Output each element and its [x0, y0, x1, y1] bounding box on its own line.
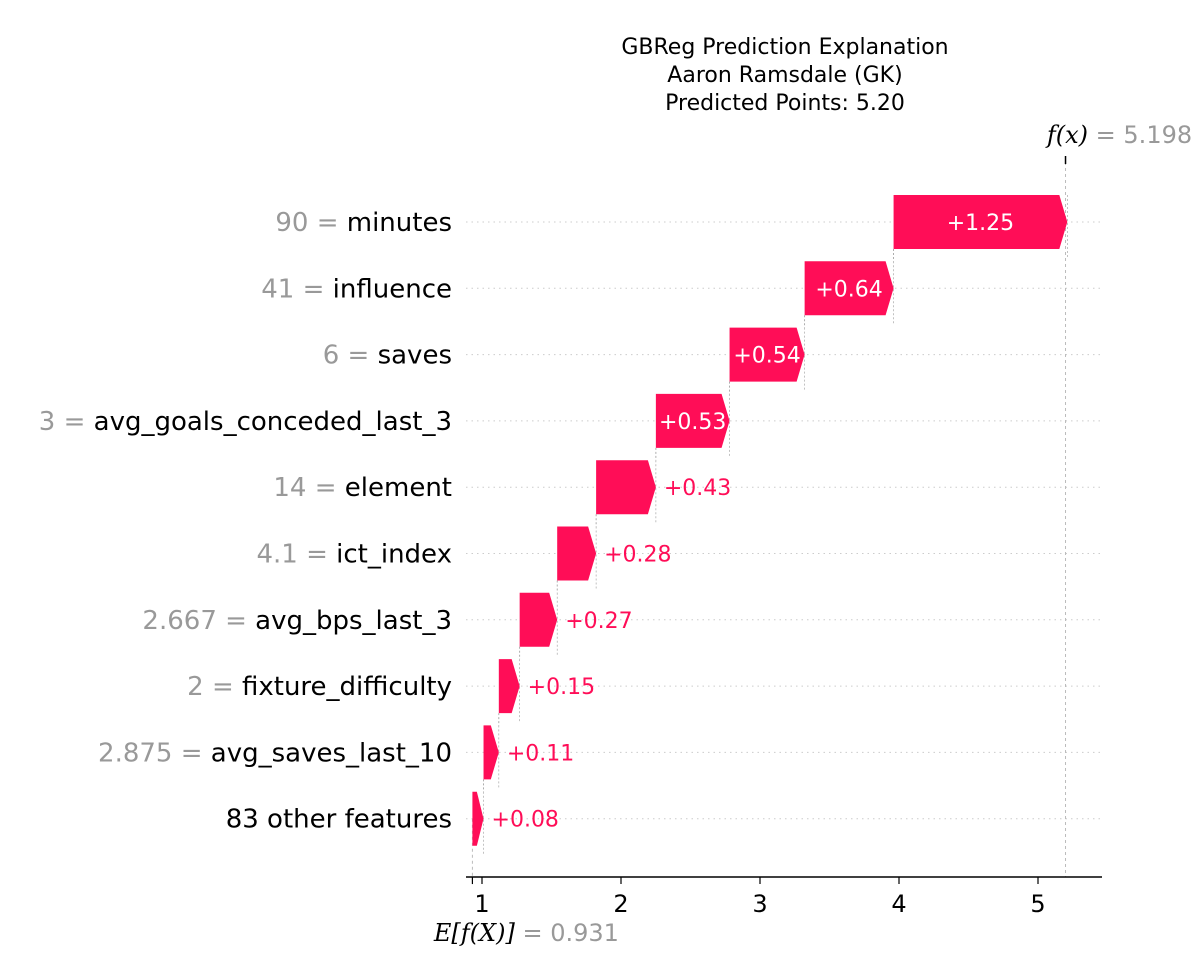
- bar-10: [472, 791, 484, 846]
- title-line-1: GBReg Prediction Explanation: [621, 35, 948, 60]
- feature-value: 2 =: [187, 672, 242, 702]
- efx-value: = 0.931: [515, 919, 619, 947]
- bar-label-9: +0.11: [507, 741, 574, 766]
- bar-8: [498, 659, 520, 714]
- feature-label-8: 2 = fixture_difficulty: [187, 672, 452, 702]
- feature-value: 6 =: [323, 341, 378, 371]
- title-line-2: Aaron Ramsdale (GK): [667, 63, 902, 88]
- fx-annotation: f(x) = 5.198: [1045, 121, 1192, 149]
- bar-label-7: +0.27: [565, 609, 632, 634]
- fx-value: = 5.198: [1088, 121, 1192, 149]
- feature-name: avg_goals_conceded_last_3: [94, 407, 452, 437]
- chart-title: GBReg Prediction Explanation Aaron Ramsd…: [621, 35, 948, 116]
- x-tick-label: 2: [613, 890, 628, 918]
- feature-label-10: 83 other features: [226, 805, 452, 835]
- feature-name: avg_bps_last_3: [255, 606, 452, 636]
- bar-6: [557, 526, 597, 581]
- feature-label-9: 2.875 = avg_saves_last_10: [98, 738, 452, 768]
- bar-label-6: +0.28: [604, 543, 671, 568]
- x-tick-label: 5: [1030, 890, 1045, 918]
- feature-label-5: 14 = element: [273, 473, 452, 503]
- feature-label-1: 90 = minutes: [275, 208, 452, 238]
- reference-lines: [471, 156, 1068, 885]
- bar-7: [519, 592, 558, 647]
- feature-name: minutes: [347, 208, 452, 238]
- feature-label-3: 6 = saves: [323, 341, 452, 371]
- feature-name: ict_index: [336, 540, 452, 570]
- efx-label: E[f(X)]: [433, 919, 516, 947]
- title-line-3: Predicted Points: 5.20: [665, 91, 905, 116]
- bar-label-10: +0.08: [492, 808, 559, 833]
- feature-name: element: [345, 473, 452, 503]
- feature-value: 2.875 =: [98, 738, 211, 768]
- feature-label-6: 4.1 = ict_index: [256, 540, 452, 570]
- feature-name: 83 other features: [226, 805, 452, 835]
- feature-value: 2.667 =: [142, 606, 255, 636]
- annotations: f(x) = 5.198 E[f(X)] = 0.931: [433, 121, 1192, 947]
- bar-3: [729, 327, 805, 382]
- bar-label-2: +0.64: [815, 277, 882, 302]
- feature-value: 14 =: [273, 473, 344, 503]
- x-tick-label: 1: [474, 890, 489, 918]
- feature-label-7: 2.667 = avg_bps_last_3: [142, 606, 452, 636]
- bar-9: [483, 725, 499, 780]
- x-tick-label: 3: [752, 890, 767, 918]
- x-axis: 1 2 3 4 5: [466, 876, 1102, 918]
- feature-value: 90 =: [275, 208, 346, 238]
- fx-label: f(x): [1045, 121, 1088, 149]
- feature-label-2: 41 = influence: [261, 274, 452, 304]
- feature-name: fixture_difficulty: [242, 672, 452, 702]
- feature-name: avg_saves_last_10: [211, 738, 452, 768]
- feature-name: influence: [333, 274, 452, 304]
- bar-label-5: +0.43: [664, 476, 731, 501]
- bar-label-3: +0.54: [733, 344, 800, 369]
- bar-5: [596, 460, 656, 515]
- bar-1: [893, 195, 1068, 249]
- bar-label-8: +0.15: [528, 675, 595, 700]
- feature-label-4: 3 = avg_goals_conceded_last_3: [39, 407, 452, 437]
- efx-annotation: E[f(X)] = 0.931: [433, 919, 619, 947]
- feature-value: 41 =: [261, 274, 332, 304]
- feature-labels: 90 = minutes 41 = influence 6 = saves 3 = a…: [39, 208, 452, 835]
- bar-label-1: +1.25: [947, 211, 1014, 236]
- gridlines: [466, 221, 1102, 820]
- bar-4: [655, 393, 730, 448]
- x-tick-label: 4: [891, 890, 906, 918]
- bar-2: [804, 261, 894, 316]
- feature-name: saves: [378, 341, 452, 371]
- bars: +1.25 +0.64 +0.54 +0.53 +0.43 +0.28 +0.27 +0.15…: [472, 195, 1068, 846]
- feature-value: 4.1 =: [256, 540, 336, 570]
- feature-value: 3 =: [39, 407, 94, 437]
- bar-label-4: +0.53: [659, 410, 726, 435]
